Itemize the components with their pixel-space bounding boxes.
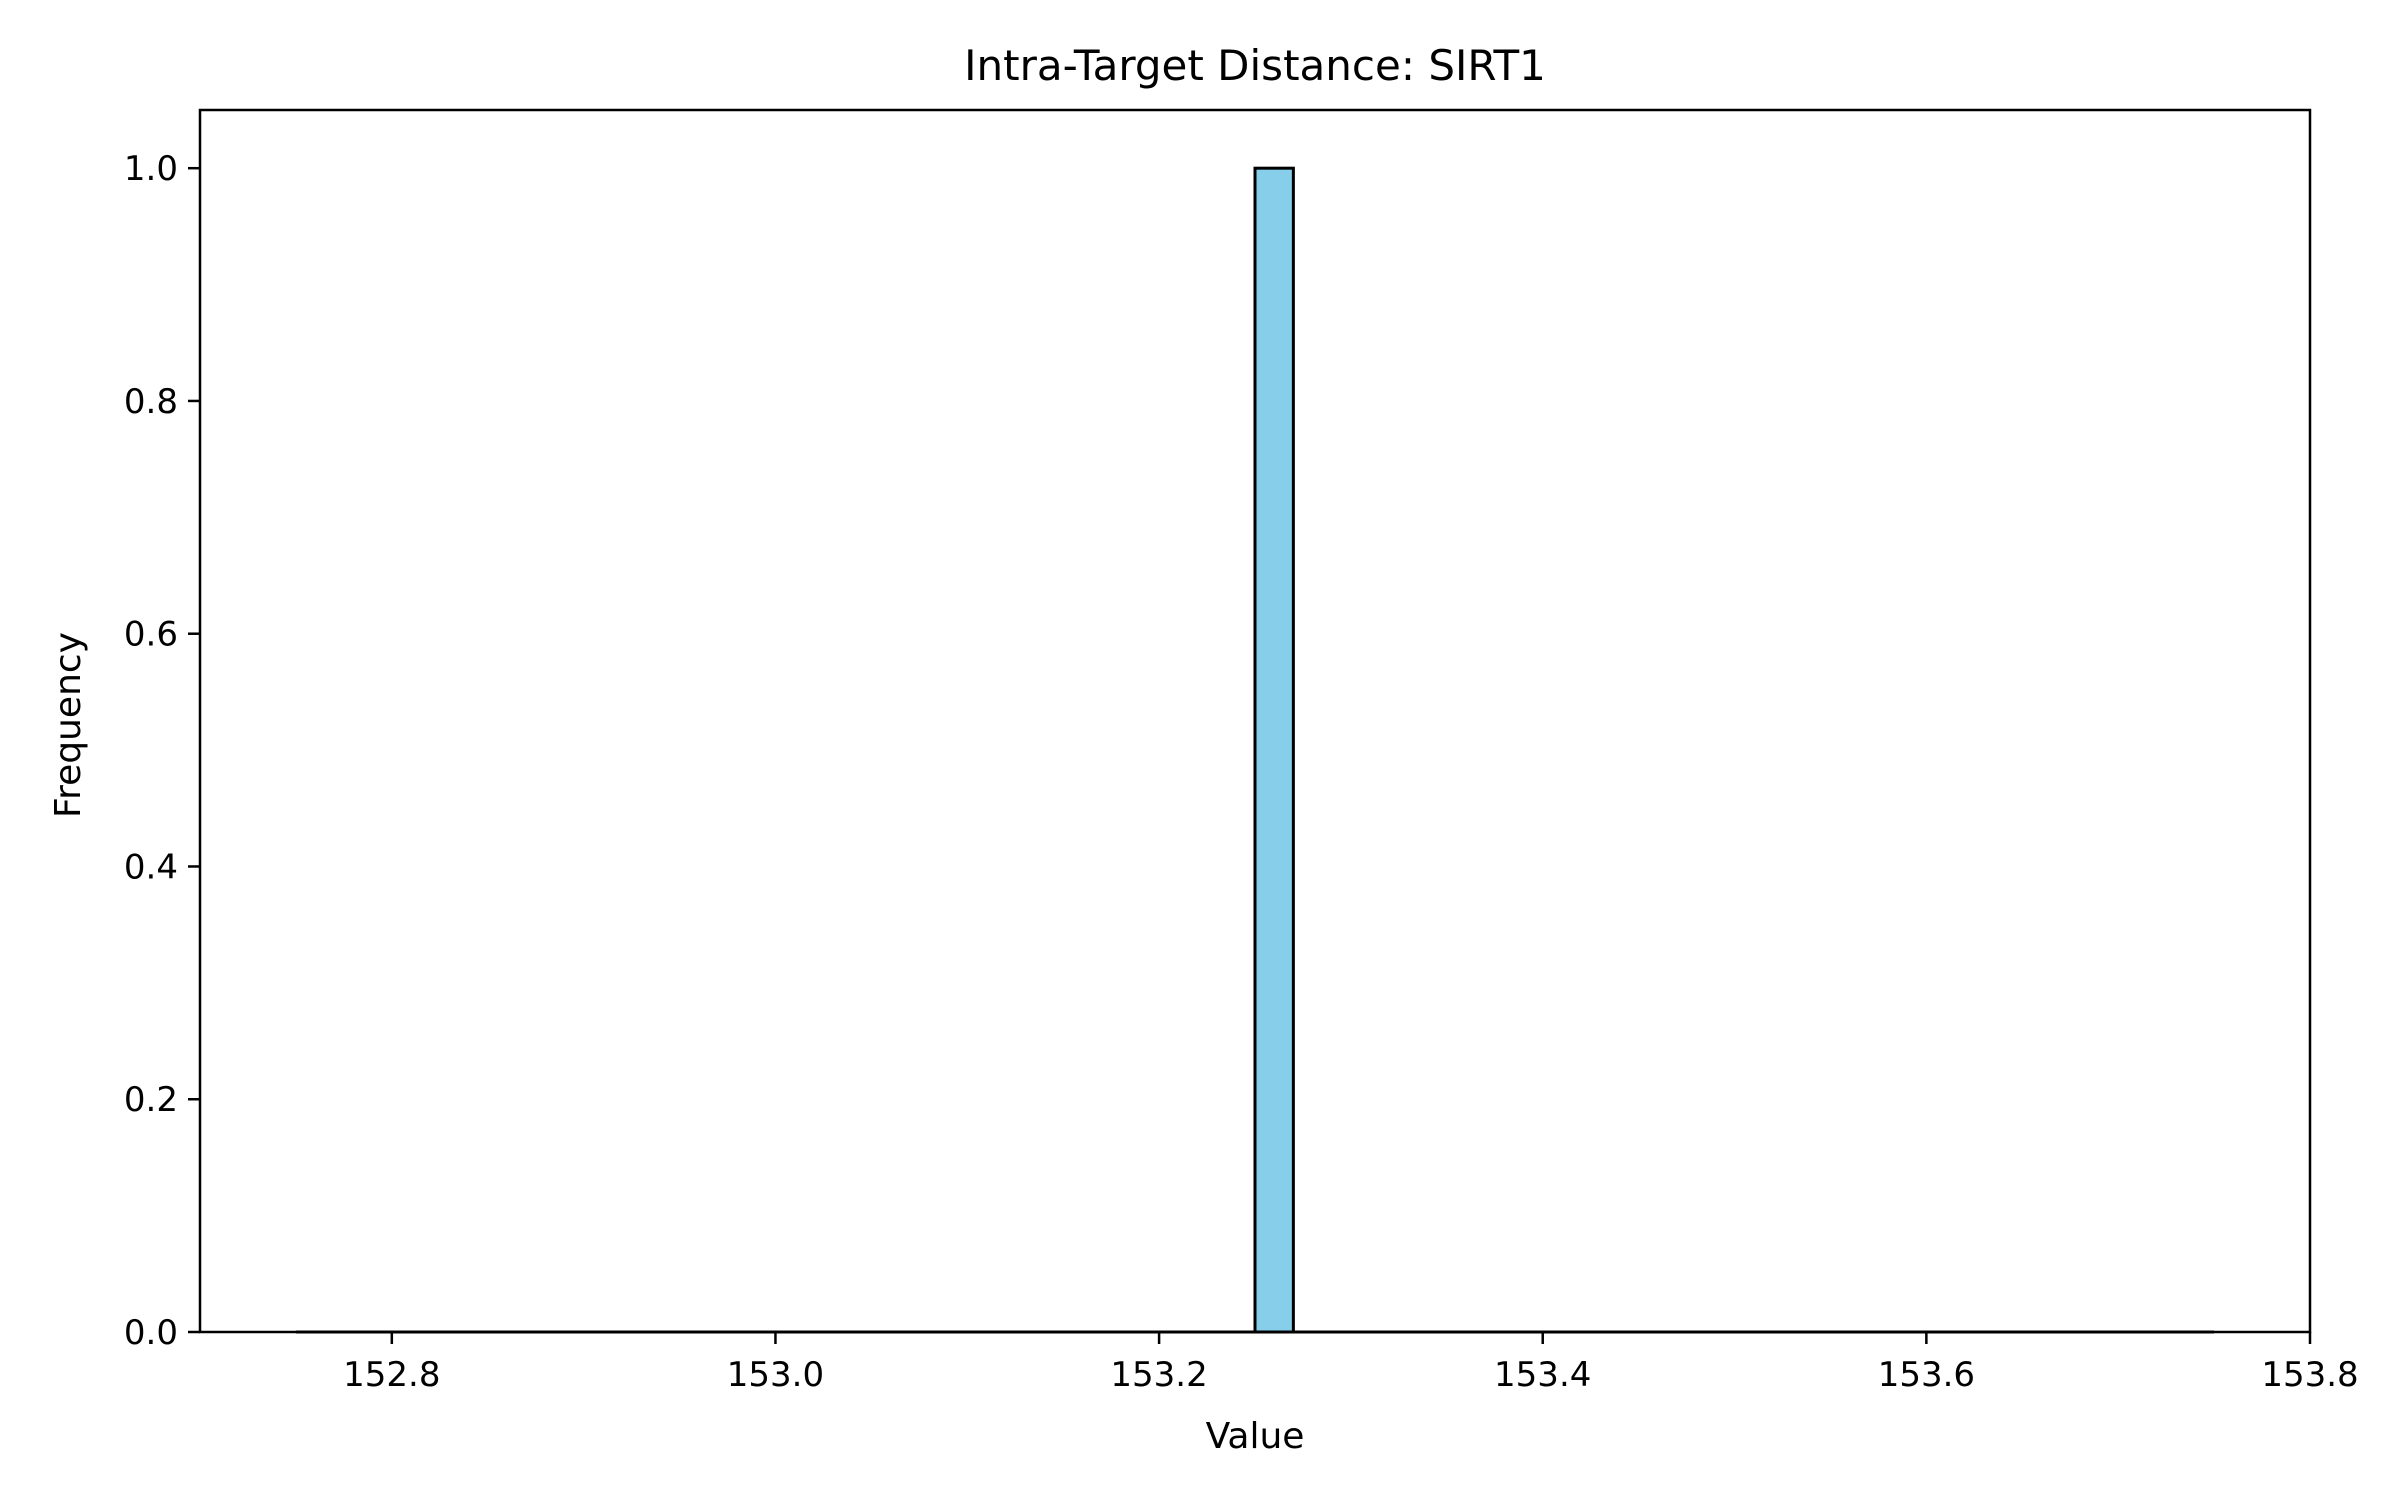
y-axis-ticks: 0.0 0.2 0.4 0.6 0.8 1.0 [124,149,200,1353]
x-tick-label-5: 153.8 [2261,1355,2358,1395]
x-tick-label-0: 152.8 [343,1355,440,1395]
x-tick-label-2: 153.2 [1110,1355,1207,1395]
x-tick-label-4: 153.6 [1878,1355,1975,1395]
x-axis-ticks: 152.8 153.0 153.2 153.4 153.6 153.8 [343,1332,2359,1395]
y-axis-label: Frequency [48,632,89,818]
y-tick-label-0: 0.0 [124,1313,178,1353]
y-tick-label-5: 1.0 [124,149,178,189]
x-axis-label: Value [1206,1416,1305,1457]
y-tick-label-3: 0.6 [124,615,178,655]
plot-frame [198,108,2312,1334]
y-tick-label-2: 0.4 [124,847,178,887]
y-tick-label-4: 0.8 [124,382,178,422]
chart-title: Intra-Target Distance: SIRT1 [964,41,1546,90]
x-tick-label-1: 153.0 [727,1355,824,1395]
x-tick-label-3: 153.4 [1494,1355,1591,1395]
histogram-bar-0 [1253,166,1295,1334]
y-tick-label-1: 0.2 [124,1080,178,1120]
bars-layer [1253,166,1295,1334]
